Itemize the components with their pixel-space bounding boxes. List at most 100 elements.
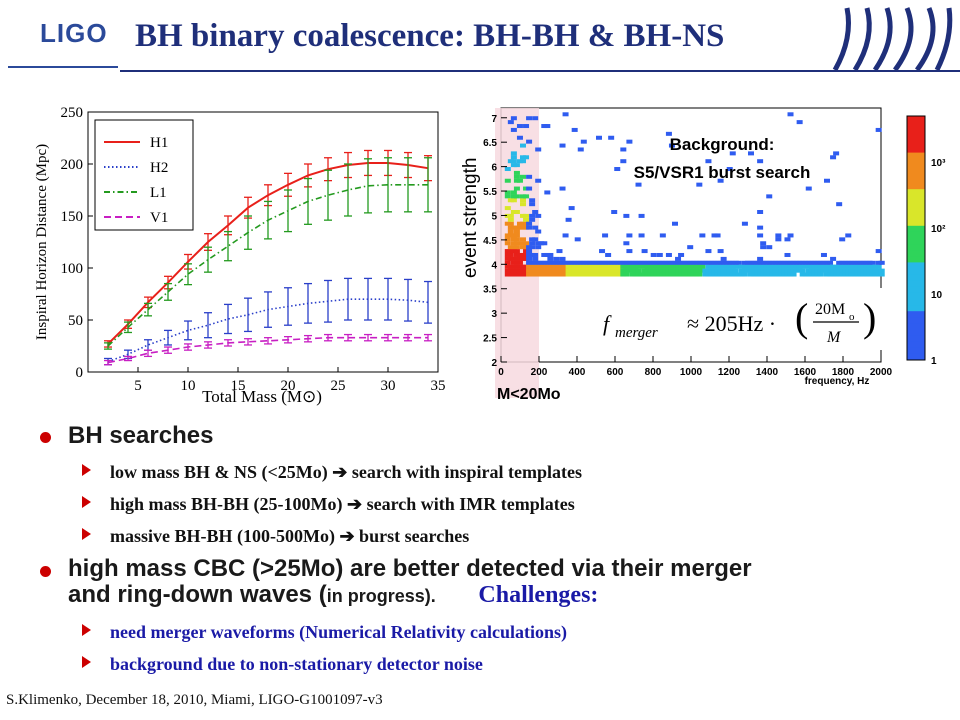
heatmap-cell xyxy=(641,268,648,273)
heatmap-cell xyxy=(608,268,615,273)
heatmap-cell xyxy=(687,264,694,269)
heatmap-cell xyxy=(520,159,526,164)
heatmap-cell xyxy=(510,237,517,242)
error-bar-V1 xyxy=(304,334,312,343)
heatmap-cell xyxy=(623,268,630,273)
heatmap-cell xyxy=(672,268,678,273)
heatmap-cell xyxy=(638,233,645,238)
heatmap-cell xyxy=(504,206,511,211)
heatmap-cell xyxy=(611,268,618,273)
heatmap-cell xyxy=(547,256,554,261)
heatmap-cell xyxy=(520,264,526,269)
heatmap-cell xyxy=(833,268,840,273)
heatmap-cell xyxy=(824,264,830,269)
error-bar-L1 xyxy=(204,246,212,273)
colorbar-segment xyxy=(907,347,925,355)
heatmap-cell xyxy=(510,249,517,254)
error-bar-V1 xyxy=(284,335,292,344)
heatmap-cell xyxy=(520,252,526,257)
heatmap-cell xyxy=(541,272,548,277)
heatmap-cell xyxy=(504,260,511,265)
x-tick-label: 1400 xyxy=(756,367,779,378)
heatmap-cell xyxy=(516,225,523,230)
arrow-bullet-icon xyxy=(82,656,91,668)
heatmap-cell xyxy=(659,264,666,269)
heatmap-cell xyxy=(842,268,849,273)
heatmap-cell xyxy=(814,260,821,265)
heatmap-cell xyxy=(516,241,523,246)
heatmap-cell xyxy=(711,272,718,277)
heatmap-cell xyxy=(586,268,593,273)
heatmap-cell xyxy=(626,139,633,144)
heatmap-cell xyxy=(824,178,830,183)
heatmap-cell xyxy=(596,268,602,273)
heatmap-cell xyxy=(510,194,517,199)
heatmap-cell xyxy=(781,268,788,273)
heatmap-cell xyxy=(571,127,578,132)
heatmap-cell xyxy=(875,264,882,269)
heatmap-cell xyxy=(599,268,606,273)
heatmap-cell xyxy=(696,182,703,187)
svg-text:): ) xyxy=(863,295,876,340)
heatmap-cell xyxy=(504,194,511,199)
heatmap-cell xyxy=(817,264,824,269)
heatmap-cell xyxy=(623,264,630,269)
colorbar-segment xyxy=(907,146,925,154)
heatmap-cell xyxy=(754,264,761,269)
heatmap-cell xyxy=(772,260,779,265)
heatmap-cell xyxy=(872,264,879,269)
y-tick-label: 150 xyxy=(61,209,84,225)
heatmap-cell xyxy=(723,260,730,265)
heatmap-cell xyxy=(781,264,788,269)
merger-formula: f merger ≈ 205Hz · ( 20M o M ) xyxy=(589,288,889,350)
colorbar-segment xyxy=(907,170,925,178)
sub-bullet-text: need merger waveforms (Numerical Relativ… xyxy=(110,622,568,642)
heatmap-cell xyxy=(535,241,542,246)
y-tick-label: 5 xyxy=(491,211,497,222)
heatmap-cell xyxy=(720,264,727,269)
heatmap-cell xyxy=(596,135,602,140)
heatmap-cell xyxy=(516,221,523,226)
heatmap-cell xyxy=(672,264,678,269)
heatmap-cell xyxy=(538,272,545,277)
heatmap-cell xyxy=(766,272,773,277)
heatmap-cell xyxy=(675,260,682,265)
heatmap-cell xyxy=(513,174,520,179)
heatmap-cell xyxy=(830,268,837,273)
heatmap-cell xyxy=(656,272,663,277)
colorbar-segment xyxy=(907,189,925,196)
heatmap-cell xyxy=(529,268,536,273)
heatmap-cell xyxy=(653,260,660,265)
heatmap-cell xyxy=(741,268,748,273)
error-bar-V1 xyxy=(104,359,112,366)
heatmap-cell xyxy=(668,268,675,273)
heatmap-cell xyxy=(523,256,530,261)
heatmap-cell xyxy=(513,264,520,269)
heatmap-cell xyxy=(775,268,782,273)
heatmap-cell xyxy=(705,249,712,254)
heatmap-cell xyxy=(529,198,536,203)
heatmap-cell xyxy=(507,159,514,164)
heatmap-cell xyxy=(520,256,526,261)
heatmap-cell xyxy=(848,272,855,277)
heatmap-cell xyxy=(523,225,530,230)
y-tick-label: 4 xyxy=(491,260,497,271)
sub-bullet-text: high mass BH-BH (25-100Mo) ➔ search with… xyxy=(110,494,575,514)
colorbar-segment xyxy=(907,231,925,239)
heatmap-cell xyxy=(708,272,715,277)
heatmap-cell xyxy=(839,237,846,242)
heatmap-cell xyxy=(772,272,779,277)
heatmap-cell xyxy=(705,272,712,277)
heatmap-cell xyxy=(681,264,688,269)
heatmap-cell xyxy=(556,249,563,254)
heatmap-cell xyxy=(620,272,627,277)
heatmap-cell xyxy=(526,249,533,254)
heatmap-cell xyxy=(717,249,724,254)
heatmap-cell xyxy=(720,272,727,277)
heatmap-cell xyxy=(723,272,730,277)
heatmap-cell xyxy=(769,260,776,265)
heatmap-cell xyxy=(520,245,526,250)
error-bar-L1 xyxy=(304,177,312,225)
heatmap-cell xyxy=(787,268,794,273)
heatmap-cell xyxy=(523,241,530,246)
